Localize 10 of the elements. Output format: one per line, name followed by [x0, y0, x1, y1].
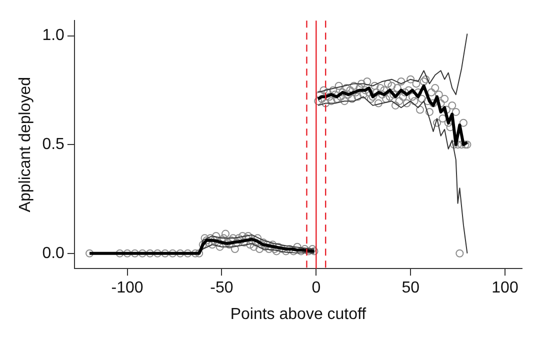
- x-tick-label: 0: [312, 280, 321, 297]
- y-tick-label: 0.0: [42, 244, 65, 262]
- y-tick-label: 1.0: [42, 27, 65, 44]
- x-tick-label: 50: [402, 280, 420, 297]
- x-tick-label: -50: [210, 280, 234, 297]
- y-tick-label: 0.5: [42, 136, 65, 154]
- x-tick-label: 100: [492, 280, 518, 297]
- x-axis-title: Points above cutoff: [230, 306, 367, 323]
- x-tick-label: -100: [111, 280, 144, 297]
- y-axis-title: Applicant deployed: [17, 76, 34, 212]
